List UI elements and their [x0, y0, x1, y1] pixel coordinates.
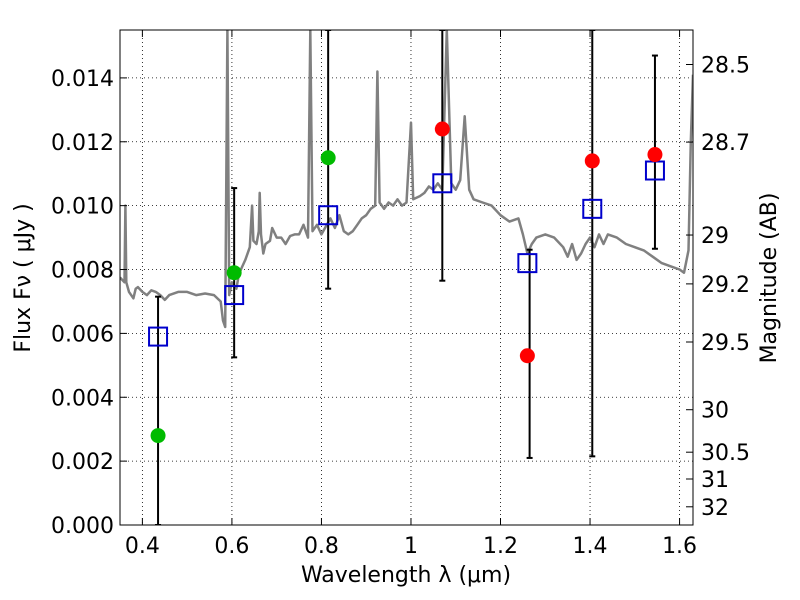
circle-marker: [584, 153, 600, 169]
right-tick-label: 32: [701, 496, 729, 521]
plot-frame: [119, 29, 694, 526]
right-tick-label: 29: [701, 224, 729, 249]
square-marker: [582, 198, 603, 219]
right-tick-label: 29.2: [701, 273, 750, 298]
y-tick-label: 0.014: [51, 67, 114, 92]
error-bar: [155, 295, 162, 525]
grid-lines: [120, 30, 693, 525]
y-axis-label: Flux Fν ( μJy ): [11, 203, 36, 352]
x-axis-label: Wavelength λ (μm): [301, 563, 511, 588]
right-axis-label: Magnitude (AB): [757, 193, 782, 364]
error-bar: [589, 30, 596, 458]
right-tick-label: 28.7: [701, 131, 750, 156]
x-tick-label: 1.4: [573, 534, 608, 559]
x-tick-label: 1.2: [483, 534, 518, 559]
y-tick-label: 0.012: [51, 131, 114, 156]
y-tick-label: 0.010: [51, 195, 114, 220]
circle-marker: [647, 147, 663, 163]
blue-squares: [148, 160, 665, 347]
spectrum-line: [120, 30, 693, 329]
x-tick-label: 0.6: [214, 534, 249, 559]
square-marker: [224, 285, 245, 306]
right-tick-label: 30: [701, 399, 729, 424]
x-axis-ticks: 0.4 0.6 0.8 1 1.2 1.4 1.6: [125, 30, 697, 559]
y-tick-label: 0.006: [51, 322, 114, 347]
colored-circles: [150, 121, 663, 444]
circle-marker: [320, 150, 336, 166]
y-tick-label: 0.008: [51, 259, 114, 284]
x-tick-label: 0.8: [304, 534, 339, 559]
y-axis-ticks: 0.000 0.002 0.004 0.006 0.008 0.010 0.012 0.014: [51, 67, 127, 539]
square-marker: [318, 205, 339, 226]
error-bar: [439, 30, 446, 282]
right-tick-label: 30.5: [701, 441, 750, 466]
x-tick-label: 1: [404, 534, 418, 559]
circle-marker: [226, 265, 242, 281]
right-axis-ticks: 28.5 28.7 29 29.2 29.5 30 30.531 32: [686, 53, 750, 521]
y-tick-label: 0.002: [51, 450, 114, 475]
model-spectrum: [120, 30, 693, 329]
x-tick-label: 1.6: [662, 534, 697, 559]
right-tick-label: 31: [701, 468, 729, 493]
circle-marker: [150, 428, 166, 444]
x-tick-label: 0.4: [125, 534, 160, 559]
circle-marker: [434, 121, 450, 137]
square-marker: [148, 326, 169, 347]
circle-marker: [519, 348, 535, 364]
square-marker: [432, 173, 453, 194]
right-tick-label: 28.5: [701, 53, 750, 78]
square-marker: [517, 253, 538, 274]
y-tick-label: 0.004: [51, 386, 114, 411]
y-tick-label: 0.000: [51, 514, 114, 539]
right-tick-label: 29.5: [701, 331, 750, 356]
